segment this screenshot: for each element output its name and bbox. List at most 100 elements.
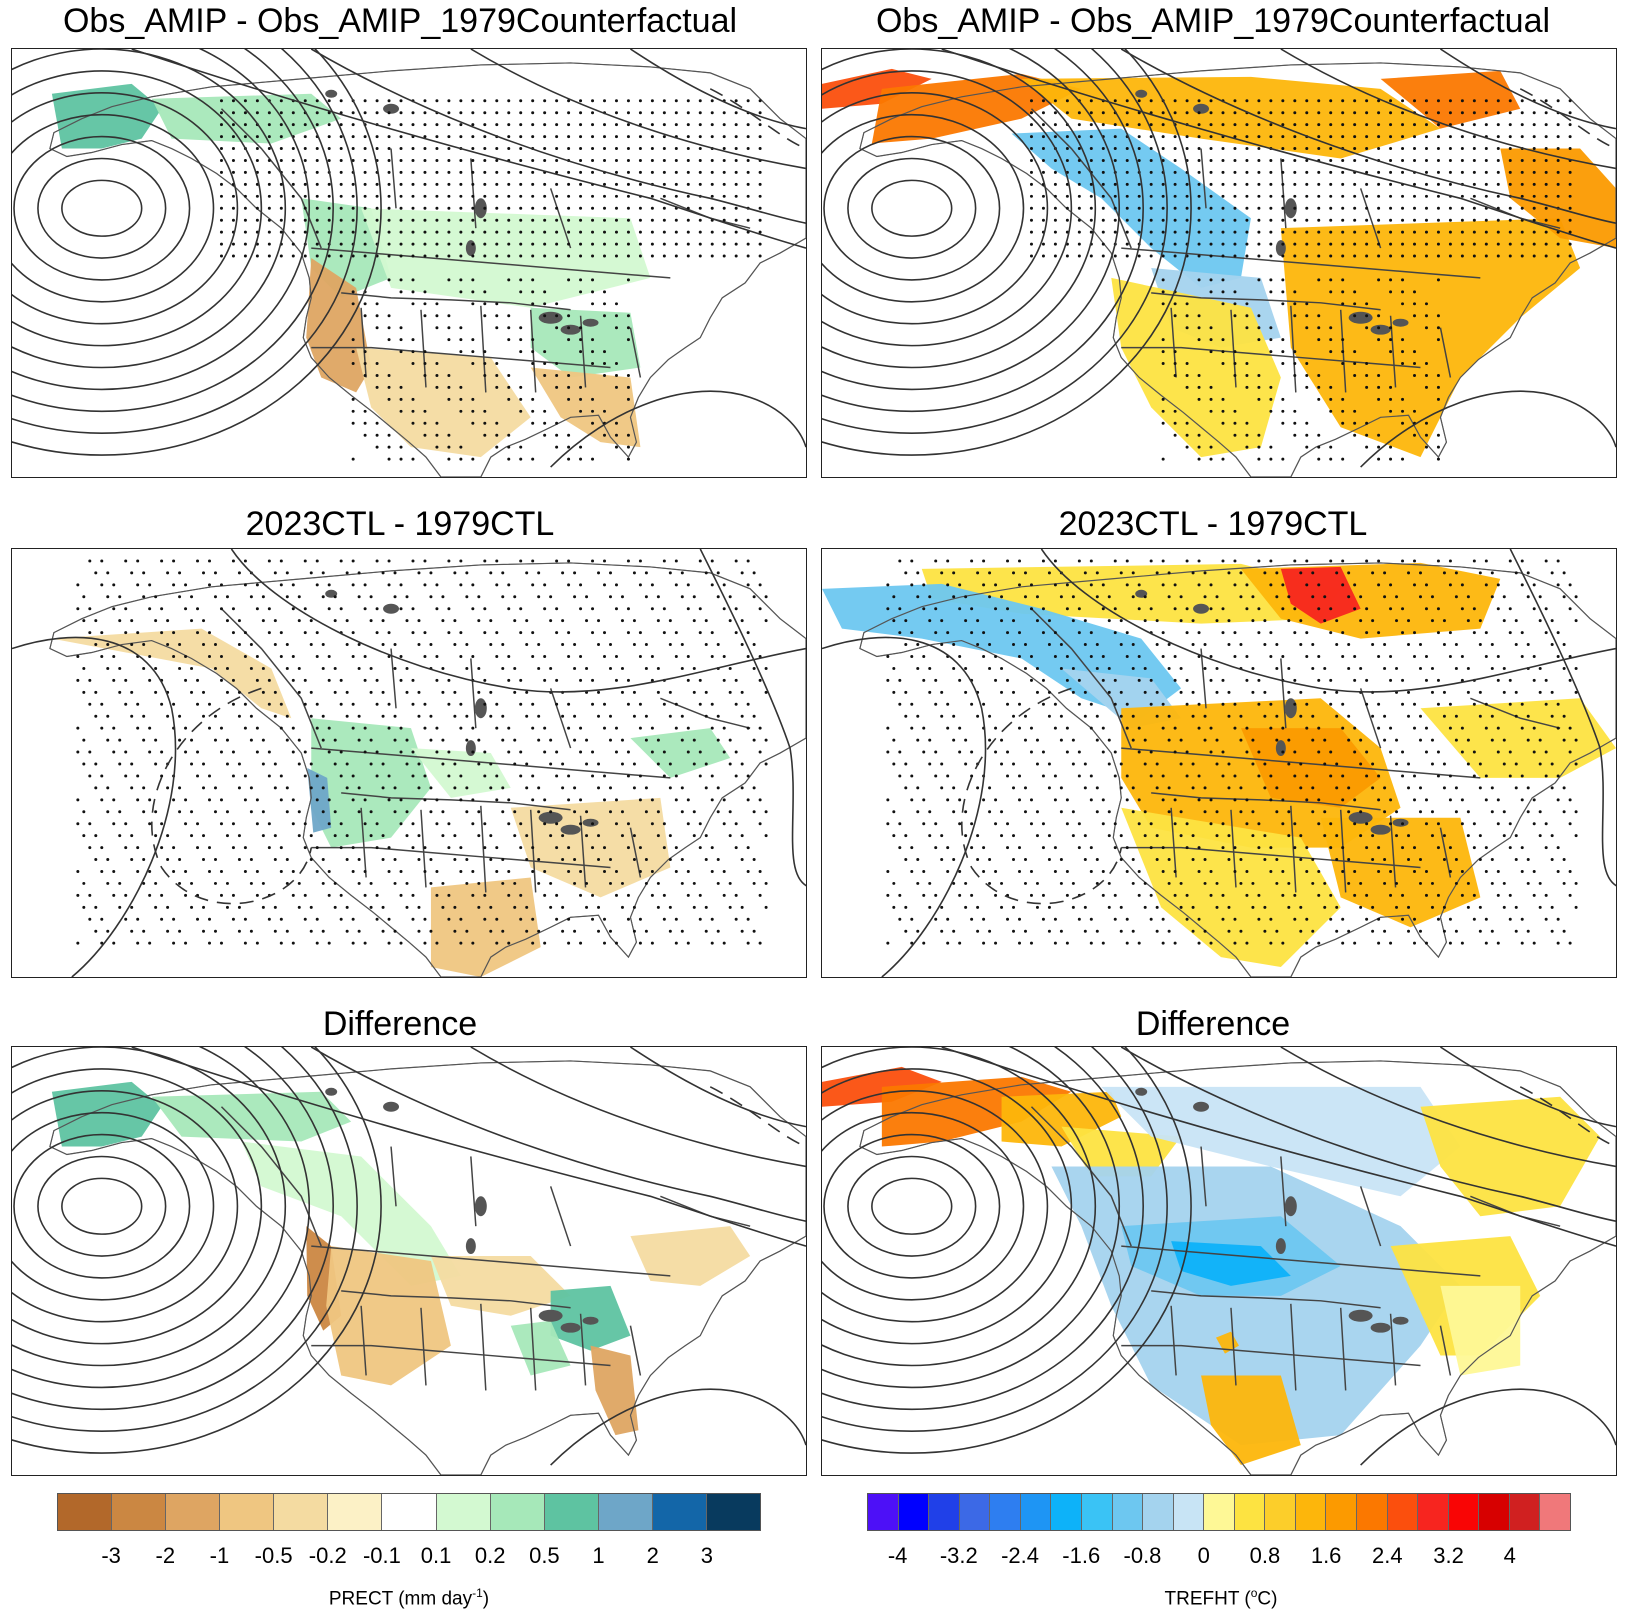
colorbar-swatch: [544, 1494, 599, 1530]
colorbar-tick: 2: [646, 1543, 659, 1568]
stipple-dots: [886, 559, 1578, 945]
temp-colorbar-label: TREFHT (oC): [1164, 1586, 1278, 1610]
shaded-field: [51, 83, 651, 458]
colorbar-swatch: [58, 1494, 113, 1530]
map-svg: [822, 549, 1616, 977]
colorbar-swatch: [898, 1494, 930, 1530]
colorbar-tick: 2.4: [1372, 1543, 1403, 1568]
temp-colorbar: [867, 1493, 1571, 1531]
colorbar-swatch: [1265, 1494, 1296, 1530]
colorbar-swatch: [112, 1494, 167, 1530]
great-lakes: [325, 1087, 599, 1333]
colorbar-swatch: [1204, 1494, 1235, 1530]
colorbar-swatch: [959, 1494, 991, 1530]
great-lakes: [325, 589, 599, 835]
colorbar-tick: -1.6: [1062, 1543, 1101, 1568]
map-svg: [822, 49, 1616, 477]
colorbar-tick: 0.2: [474, 1543, 506, 1568]
geopotential-contours: [12, 49, 806, 468]
map-svg: [12, 549, 806, 977]
coastline: [49, 1060, 806, 1475]
colorbar-swatch: [652, 1494, 707, 1530]
colorbar-swatch: [1020, 1494, 1052, 1530]
panel-title: Difference: [1135, 1005, 1291, 1043]
colorbar-tick: -1: [209, 1543, 230, 1568]
colorbar-swatch: [1540, 1494, 1570, 1530]
colorbar-tick: 1: [592, 1543, 605, 1568]
map-panel-precip-ctl: [11, 548, 807, 978]
map-panel-temp-diff: [821, 1046, 1617, 1476]
colorbar-swatch: [1051, 1494, 1082, 1530]
colorbar-swatch: [1081, 1494, 1113, 1530]
state-borders: [220, 1106, 751, 1391]
colorbar-swatch: [274, 1494, 329, 1530]
colorbar-swatch: [1357, 1494, 1388, 1530]
colorbar-tick: 3: [700, 1543, 713, 1568]
precip-colorbar-label: PRECT (mm day-1): [328, 1586, 490, 1610]
colorbar-swatch: [1112, 1494, 1144, 1530]
colorbar-swatch: [706, 1494, 761, 1530]
colorbar-tick: 3.2: [1433, 1543, 1464, 1568]
colorbar-swatch: [990, 1494, 1021, 1530]
colorbar-tick: 4: [1503, 1543, 1516, 1568]
stipple-dots: [76, 559, 768, 945]
colorbar-swatch: [929, 1494, 960, 1530]
colorbar-swatch: [1326, 1494, 1357, 1530]
colorbar-tick: -4: [887, 1543, 908, 1568]
great-lakes: [1135, 589, 1409, 835]
panel-title: Obs_AMIP - Obs_AMIP_1979Counterfactual: [875, 2, 1551, 40]
colorbar-tick: -3: [101, 1543, 121, 1568]
colorbar-swatch: [1234, 1494, 1266, 1530]
colorbar-tick: -2: [155, 1543, 176, 1568]
panel-title: Difference: [322, 1005, 478, 1043]
great-lakes: [1135, 89, 1409, 335]
colorbar-swatch: [1479, 1494, 1510, 1530]
geopotential-contours: [822, 1047, 1616, 1466]
colorbar-tick: 0: [1197, 1543, 1210, 1568]
shaded-field: [822, 68, 1616, 458]
colorbar-swatch: [436, 1494, 491, 1530]
map-panel-temp-ctl: [821, 548, 1617, 978]
colorbar-swatch: [598, 1494, 653, 1530]
state-borders: [1030, 108, 1561, 393]
shaded-field: [822, 1066, 1601, 1466]
colorbar-swatch: [1509, 1494, 1541, 1530]
map-panel-precip-obs: [11, 48, 807, 478]
colorbar-swatch: [1448, 1494, 1480, 1530]
map-svg: [12, 1047, 806, 1475]
colorbar-tick: -0.5: [254, 1543, 293, 1568]
geopotential-contours: [822, 49, 1616, 468]
coastline: [49, 62, 806, 477]
map-panel-precip-diff: [11, 1046, 807, 1476]
colorbar-swatch: [1173, 1494, 1205, 1530]
geopotential-contours: [12, 1047, 806, 1466]
geopotential-contours: [822, 549, 1616, 977]
colorbar-swatch: [1418, 1494, 1449, 1530]
temp-colorbar-ticks: -4 -3.2 -2.4 -1.6 -0.8 0 0.8 1.6 2.4 3.2 4: [867, 1543, 1571, 1573]
colorbar-tick: 0.5: [529, 1543, 560, 1568]
colorbar-tick: -2.4: [1001, 1543, 1039, 1568]
colorbar-swatch: [328, 1494, 383, 1530]
map-panel-temp-obs: [821, 48, 1617, 478]
colorbar-swatch: [1387, 1494, 1419, 1530]
coastline: [859, 1060, 1616, 1475]
colorbar-tick: -0.8: [1123, 1543, 1162, 1568]
colorbar-tick: -3.2: [939, 1543, 978, 1568]
coastline: [859, 62, 1616, 477]
map-svg: [822, 1047, 1616, 1475]
colorbar-tick: 0.1: [420, 1543, 452, 1568]
colorbar-tick: -0.1: [362, 1543, 401, 1568]
colorbar-swatch: [1295, 1494, 1327, 1530]
coastline: [49, 562, 806, 977]
colorbar-swatch: [868, 1494, 899, 1530]
stipple-dots: [219, 99, 762, 461]
map-svg: [12, 49, 806, 477]
colorbar-swatch: [166, 1494, 221, 1530]
colorbar-swatch: [220, 1494, 275, 1530]
panel-title: 2023CTL - 1979CTL: [245, 505, 555, 543]
colorbar-tick: 1.6: [1310, 1543, 1342, 1568]
colorbar-swatch: [490, 1494, 545, 1530]
shaded-field: [51, 1081, 751, 1436]
great-lakes: [1135, 1087, 1409, 1333]
colorbar-swatch: [1143, 1494, 1174, 1530]
